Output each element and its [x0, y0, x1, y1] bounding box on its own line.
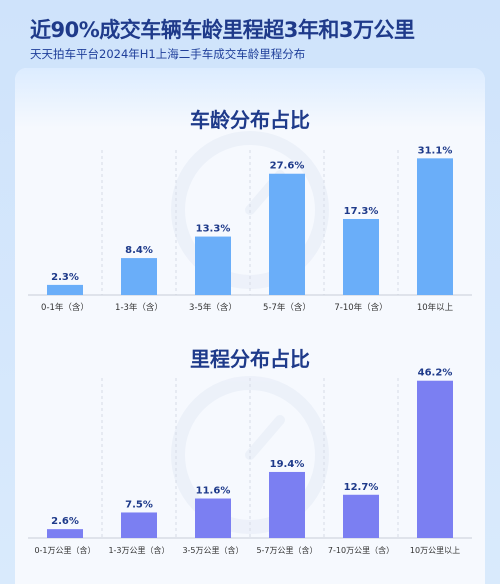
x-tick-label: 3-5年（含）: [189, 302, 237, 313]
data-label: 46.2%: [418, 368, 453, 379]
bar: [417, 158, 453, 295]
x-tick-label: 7-10年（含）: [334, 302, 387, 313]
bar: [47, 284, 83, 295]
x-tick-label: 3-5万公里（含）: [182, 545, 243, 555]
data-label: 2.3%: [51, 272, 79, 283]
bar: [343, 494, 379, 538]
page-subtitle: 天天拍车平台2024年H1上海二手车成交车龄里程分布: [30, 47, 306, 61]
x-tick-label: 0-1年（含）: [41, 302, 89, 313]
data-label: 7.5%: [125, 499, 153, 510]
bar: [269, 471, 305, 538]
x-tick-label: 1-3万公里（含）: [108, 545, 169, 555]
data-label: 31.1%: [418, 145, 453, 156]
bar: [121, 258, 157, 295]
bar: [195, 236, 231, 295]
data-label: 2.6%: [51, 516, 79, 527]
content-card-header: [15, 68, 485, 128]
x-tick-label: 1-3年（含）: [115, 302, 163, 313]
data-label: 13.3%: [196, 224, 231, 235]
x-tick-label: 7-10万公里（含）: [328, 545, 394, 555]
data-label: 11.6%: [196, 486, 231, 497]
data-label: 27.6%: [270, 161, 305, 172]
x-tick-label: 10万公里以上: [410, 546, 460, 555]
bar: [121, 512, 157, 538]
data-label: 12.7%: [344, 482, 379, 493]
bar: [343, 218, 379, 295]
x-tick-label: 5-7年（含）: [263, 302, 311, 313]
mileage-chart-title: 里程分布占比: [190, 347, 310, 371]
bar: [195, 498, 231, 538]
x-tick-label: 10年以上: [417, 302, 454, 313]
age-chart-title: 车龄分布占比: [190, 108, 310, 132]
speedometer-watermark-icon: [171, 376, 329, 534]
age-bar-chart: 2.3% 0-1年（含） 8.4% 1-3年（含） 13.3% 3-5年（含） 27.6% 5…: [28, 145, 472, 313]
page-title: 近90%成交车辆车龄里程超3年和3万公里: [30, 18, 415, 42]
bar: [47, 529, 83, 538]
bar: [269, 173, 305, 295]
data-label: 8.4%: [125, 245, 153, 256]
mileage-bar-chart: 2.6% 0-1万公里（含） 7.5% 1-3万公里（含） 11.6% 3-5万公里（含）…: [28, 368, 472, 555]
x-tick-label: 5-7万公里（含）: [256, 545, 317, 555]
data-label: 17.3%: [344, 206, 379, 217]
bar: [417, 380, 453, 538]
x-tick-label: 0-1万公里（含）: [34, 545, 95, 555]
data-label: 19.4%: [270, 459, 305, 470]
